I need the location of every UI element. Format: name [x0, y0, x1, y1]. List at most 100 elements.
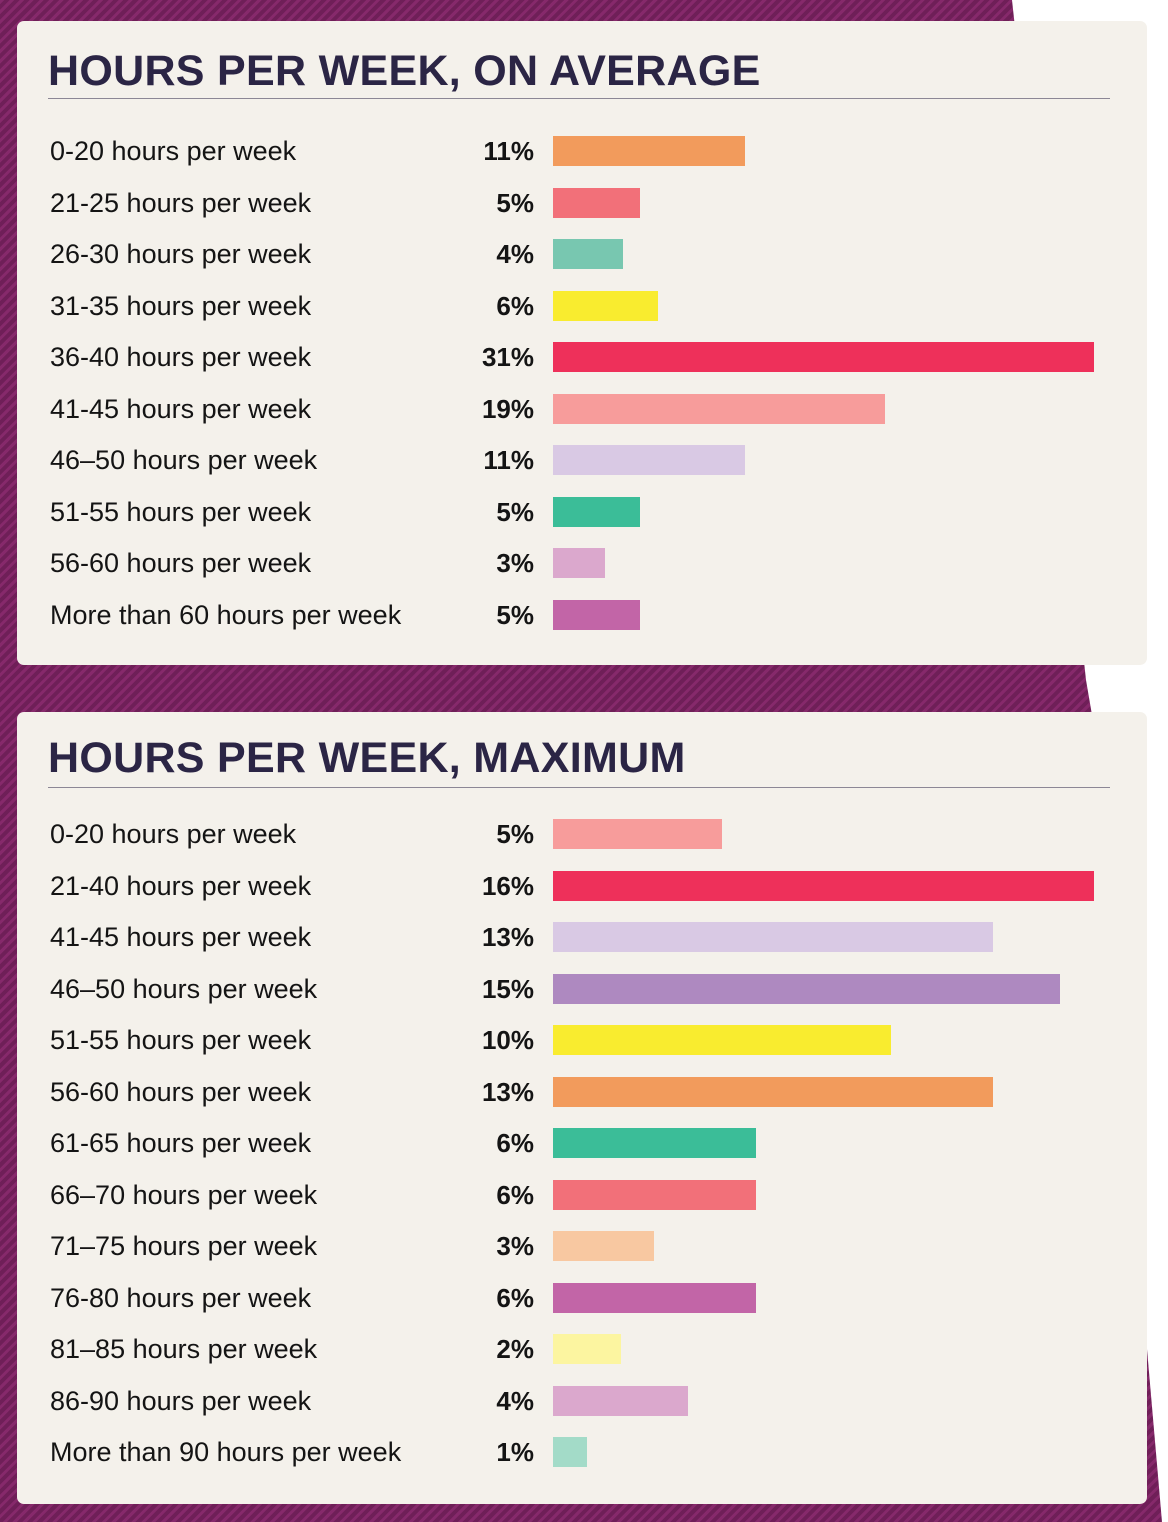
bar: [553, 1179, 756, 1210]
value-label: 6%: [496, 290, 534, 321]
bar: [553, 1231, 655, 1261]
category-label: 21-25 hours per week: [50, 187, 312, 218]
chart-row: 41-45 hours per week 13%: [17, 922, 1147, 952]
chart-row: 26-30 hours per week 4%: [17, 239, 1147, 269]
category-label: More than 90 hours per week: [50, 1437, 402, 1467]
category-label: 56-60 hours per week: [50, 1076, 312, 1107]
bar: [553, 1385, 689, 1416]
chart-row: More than 60 hours per week 5%: [17, 599, 1147, 630]
category-label: 51-55 hours per week: [50, 1025, 312, 1055]
category-label: 66–70 hours per week: [50, 1179, 318, 1210]
bar: [553, 1025, 892, 1055]
category-label: 76-80 hours per week: [50, 1282, 312, 1313]
category-label: 46–50 hours per week: [50, 445, 318, 475]
maximum-hours-chart: 0-20 hours per week 5% 21-40 hours per wee…: [17, 712, 1147, 1504]
bar: [553, 922, 993, 952]
average-hours-title: HOURS PER WEEK, ON AVERAGE: [48, 47, 761, 95]
chart-row: More than 90 hours per week 1%: [17, 1437, 1147, 1467]
value-label: 4%: [496, 1385, 534, 1416]
chart-row: 66–70 hours per week 6%: [17, 1179, 1147, 1210]
title-divider: [48, 787, 1110, 788]
chart-row: 86-90 hours per week 4%: [17, 1385, 1147, 1416]
chart-row: 71–75 hours per week 3%: [17, 1231, 1147, 1261]
average-hours-panel: HOURS PER WEEK, ON AVERAGE 0-20 hours pe…: [17, 21, 1147, 665]
bar: [553, 187, 641, 218]
value-label: 11%: [483, 445, 534, 475]
chart-row: 56-60 hours per week 3%: [17, 548, 1147, 578]
value-label: 5%: [496, 496, 534, 527]
bar: [553, 496, 641, 527]
category-label: 26-30 hours per week: [50, 239, 312, 269]
value-label: 13%: [481, 922, 534, 952]
title-divider: [48, 98, 1110, 99]
chart-row: 61-65 hours per week 6%: [17, 1128, 1147, 1158]
value-label: 16%: [481, 870, 534, 901]
value-label: 11%: [483, 136, 534, 166]
maximum-hours-title: HOURS PER WEEK, MAXIMUM: [48, 734, 686, 782]
bar: [553, 136, 745, 166]
category-label: 56-60 hours per week: [50, 548, 312, 578]
value-label: 1%: [496, 1437, 534, 1467]
bar: [553, 239, 623, 269]
category-label: 31-35 hours per week: [50, 290, 312, 321]
bar: [553, 819, 723, 849]
bar: [553, 870, 1094, 901]
category-label: 36-40 hours per week: [50, 342, 312, 372]
bar: [553, 445, 745, 475]
chart-row: 41-45 hours per week 19%: [17, 393, 1147, 424]
bar: [553, 342, 1094, 372]
bar: [553, 548, 606, 578]
chart-row: 0-20 hours per week 11%: [17, 136, 1147, 166]
category-label: 41-45 hours per week: [50, 393, 312, 424]
chart-row: 36-40 hours per week 31%: [17, 342, 1147, 372]
value-label: 19%: [481, 393, 534, 424]
value-label: 2%: [496, 1334, 534, 1364]
chart-row: 81–85 hours per week 2%: [17, 1334, 1147, 1364]
bar: [553, 973, 1061, 1004]
chart-row: 21-40 hours per week 16%: [17, 870, 1147, 901]
category-label: 71–75 hours per week: [50, 1231, 318, 1261]
value-label: 15%: [481, 973, 534, 1004]
maximum-hours-panel: HOURS PER WEEK, MAXIMUM 0-20 hours per w…: [17, 712, 1147, 1504]
bar: [553, 1128, 756, 1158]
value-label: 10%: [481, 1025, 534, 1055]
bar: [553, 599, 641, 630]
chart-row: 46–50 hours per week 15%: [17, 973, 1147, 1004]
category-label: 86-90 hours per week: [50, 1385, 312, 1416]
value-label: 6%: [496, 1179, 534, 1210]
value-label: 6%: [496, 1282, 534, 1313]
category-label: More than 60 hours per week: [50, 599, 402, 630]
value-label: 13%: [481, 1076, 534, 1107]
bar: [553, 393, 885, 424]
category-label: 41-45 hours per week: [50, 922, 312, 952]
bar: [553, 1282, 756, 1313]
chart-row: 21-25 hours per week 5%: [17, 187, 1147, 218]
value-label: 4%: [496, 239, 534, 269]
value-label: 6%: [496, 1128, 534, 1158]
category-label: 0-20 hours per week: [50, 819, 297, 849]
value-label: 5%: [496, 599, 534, 630]
chart-row: 76-80 hours per week 6%: [17, 1282, 1147, 1313]
chart-row: 31-35 hours per week 6%: [17, 290, 1147, 321]
category-label: 81–85 hours per week: [50, 1334, 318, 1364]
value-label: 5%: [496, 819, 534, 849]
category-label: 61-65 hours per week: [50, 1128, 312, 1158]
value-label: 31%: [481, 342, 534, 372]
value-label: 3%: [496, 1231, 534, 1261]
chart-row: 56-60 hours per week 13%: [17, 1076, 1147, 1107]
chart-row: 0-20 hours per week 5%: [17, 819, 1147, 849]
category-label: 0-20 hours per week: [50, 136, 297, 166]
chart-row: 51-55 hours per week 5%: [17, 496, 1147, 527]
chart-row: 46–50 hours per week 11%: [17, 445, 1147, 475]
category-label: 51-55 hours per week: [50, 496, 312, 527]
value-label: 3%: [496, 548, 534, 578]
average-hours-chart: 0-20 hours per week 11% 21-25 hours per we…: [17, 21, 1147, 665]
bar: [553, 290, 658, 321]
bar: [553, 1334, 621, 1364]
chart-row: 51-55 hours per week 10%: [17, 1025, 1147, 1055]
category-label: 21-40 hours per week: [50, 870, 312, 901]
value-label: 5%: [496, 187, 534, 218]
bar: [553, 1076, 993, 1107]
bar: [553, 1437, 587, 1467]
category-label: 46–50 hours per week: [50, 973, 318, 1004]
